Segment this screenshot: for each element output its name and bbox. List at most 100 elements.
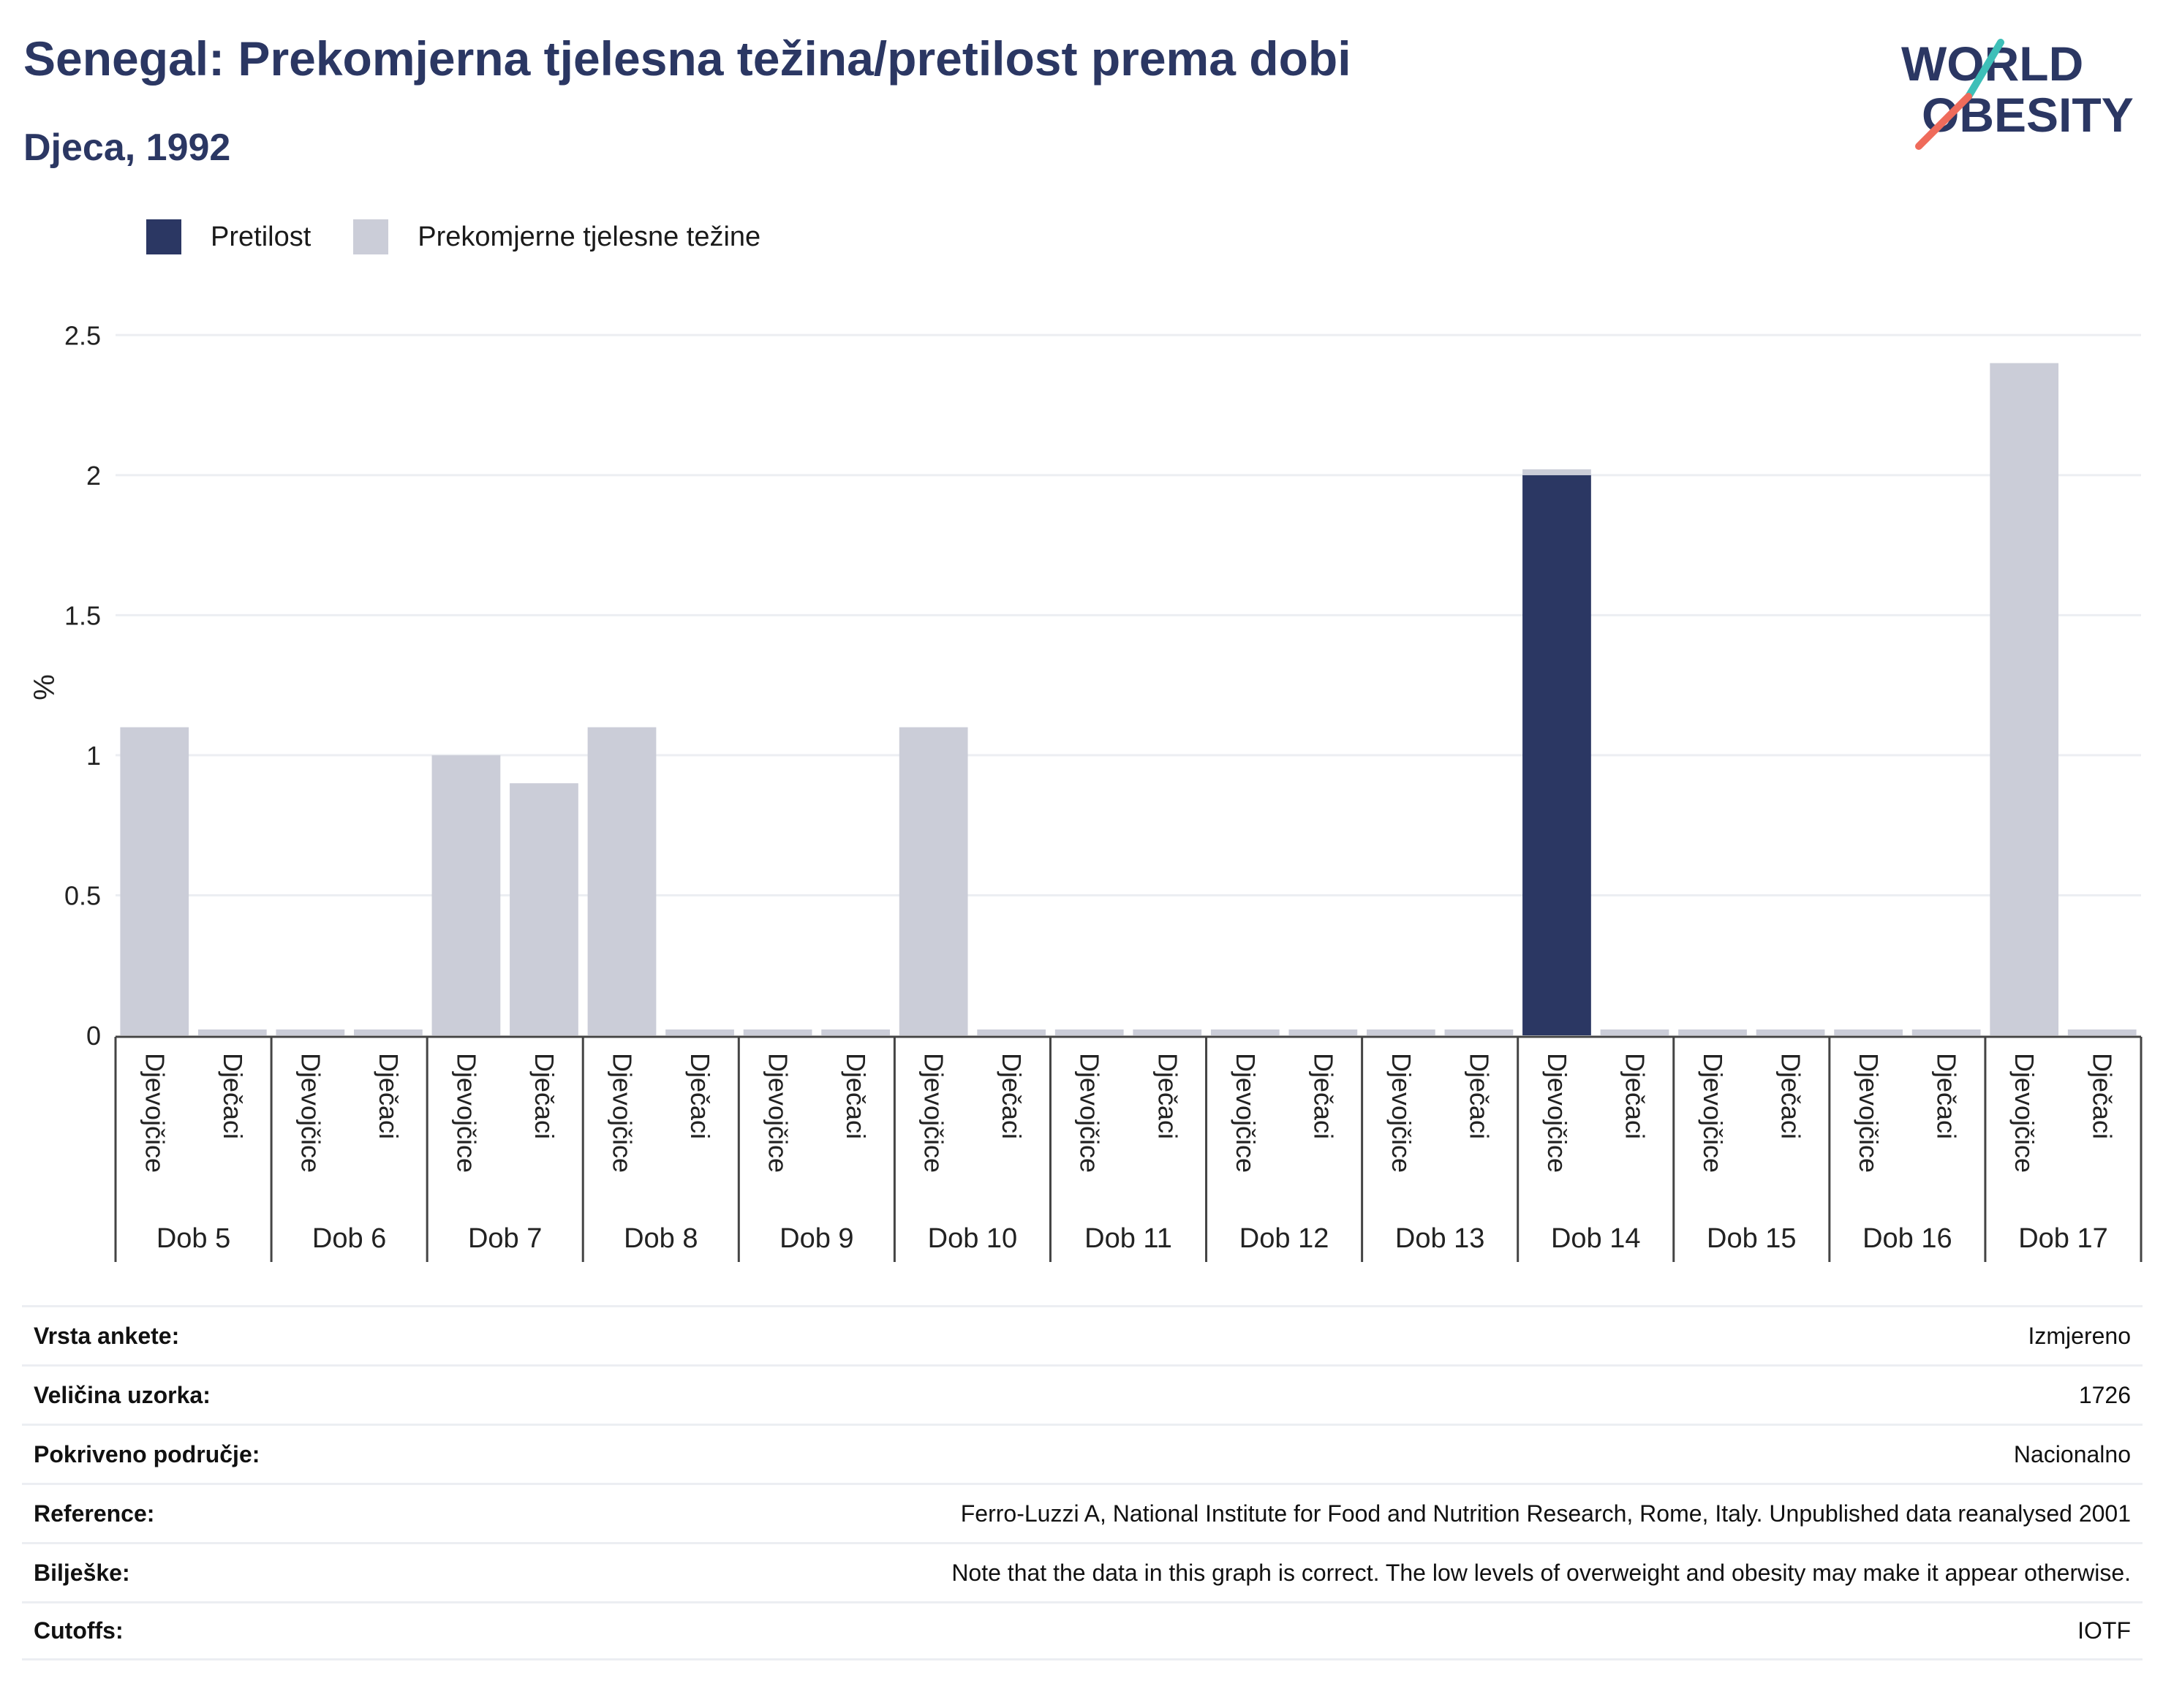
x-group-label: Dob 15 <box>1707 1223 1797 1254</box>
info-value: 1726 <box>2078 1381 2131 1408</box>
chart-title: Senegal: Prekomjerna tjelesna težina/pre… <box>23 31 1351 86</box>
x-group-label: Dob 9 <box>779 1223 853 1254</box>
info-label: Vrsta ankete: <box>34 1322 180 1349</box>
bar-overweight <box>1834 1029 1903 1035</box>
bar-overweight <box>1054 1029 1124 1035</box>
legend-label-obesity: Pretilost <box>211 221 312 252</box>
x-subcategory-label: Dječaci <box>2088 1053 2118 1139</box>
x-subcategory-label: Djevojčice <box>1854 1053 1884 1173</box>
logo-accent-coral <box>1915 93 1972 150</box>
x-group-label: Dob 12 <box>1239 1223 1329 1254</box>
x-group-label: Dob 10 <box>928 1223 1018 1254</box>
x-subcategory-label: Djevojčice <box>451 1053 481 1173</box>
info-label: Bilješke: <box>34 1559 130 1586</box>
bar-overweight <box>1600 1029 1669 1035</box>
legend-item-obesity[interactable]: Pretilost <box>146 219 311 254</box>
x-subcategory-label: Dječaci <box>1776 1053 1806 1139</box>
info-value: Ferro-Luzzi A, National Institute for Fo… <box>960 1500 2131 1527</box>
bar-overweight <box>354 1029 423 1035</box>
bar-chart: 0 0.5 1 1.5 2 2.5% Djevojčice Dječaci Dob 5 Djevo… <box>29 320 2143 1262</box>
info-value: Izmjereno <box>2028 1322 2132 1349</box>
y-axis-label: % <box>29 674 61 700</box>
legend-item-overweight[interactable]: Prekomjerne tjelesne težine <box>353 219 760 254</box>
bar-overweight <box>1133 1029 1202 1035</box>
info-row: Bilješke: Note that the data in this grap… <box>22 1542 2143 1601</box>
x-subcategory-label: Dječaci <box>529 1053 559 1139</box>
legend-swatch-obesity <box>146 219 181 254</box>
bar-overweight <box>2067 1029 2137 1035</box>
legend-swatch-overweight <box>353 219 389 254</box>
x-subcategory-label: Dječaci <box>1308 1053 1338 1139</box>
info-row: Reference: Ferro-Luzzi A, National Instit… <box>22 1483 2143 1542</box>
y-tick-label: 2.5 <box>64 320 101 350</box>
x-subcategory-label: Djevojčice <box>919 1053 949 1173</box>
x-subcategory-label: Djevojčice <box>2009 1053 2039 1173</box>
bar-overweight <box>821 1029 890 1035</box>
x-group-label: Dob 5 <box>156 1223 230 1254</box>
bar-overweight <box>899 727 968 1035</box>
x-subcategory-label: Dječaci <box>1932 1053 1962 1139</box>
bar-overweight <box>1678 1029 1747 1035</box>
world-obesity-logo: WORLD OBESITY <box>1901 37 2134 150</box>
x-subcategory-label: Djevojčice <box>1386 1053 1416 1173</box>
info-value: Note that the data in this graph is corr… <box>951 1559 2131 1586</box>
x-group-label: Dob 11 <box>1084 1223 1172 1254</box>
x-subcategory-label: Djevojčice <box>295 1053 325 1173</box>
y-tick-label: 0 <box>86 1021 101 1051</box>
y-tick-label: 0.5 <box>64 880 101 910</box>
y-tick-label: 2 <box>86 461 101 491</box>
bar-overweight <box>1367 1029 1435 1035</box>
info-row: Cutoffs: IOTF <box>22 1601 2143 1660</box>
info-row: Vrsta ankete: Izmjereno <box>22 1305 2143 1364</box>
logo-text-world: WORLD <box>1901 37 2083 91</box>
x-subcategory-label: Dječaci <box>1464 1053 1494 1139</box>
x-subcategory-label: Dječaci <box>841 1053 871 1139</box>
x-subcategory-label: Dječaci <box>997 1053 1027 1139</box>
x-group-label: Dob 8 <box>624 1223 698 1254</box>
bar-overweight <box>1288 1029 1358 1035</box>
x-subcategory-label: Djevojčice <box>140 1053 170 1173</box>
bar-overweight <box>431 755 501 1035</box>
survey-info-table: Vrsta ankete: Izmjereno Veličina uzorka: 17… <box>22 1305 2143 1660</box>
bar-overweight <box>120 727 189 1035</box>
x-subcategory-label: Dječaci <box>218 1053 248 1139</box>
bar-overweight <box>1756 1029 1825 1035</box>
bar-overweight <box>276 1029 345 1035</box>
x-subcategory-label: Djevojčice <box>763 1053 793 1173</box>
x-subcategory-label: Djevojčice <box>1231 1053 1261 1173</box>
bar-overweight <box>665 1029 734 1035</box>
y-tick-label: 1 <box>86 741 101 771</box>
bar-overweight <box>510 783 578 1035</box>
bar-overweight <box>1990 363 2059 1036</box>
bar-overweight <box>1210 1029 1280 1035</box>
bar-overweight <box>1444 1029 1514 1035</box>
x-subcategory-label: Dječaci <box>685 1053 715 1139</box>
info-value: Nacionalno <box>2013 1440 2131 1467</box>
bar-overweight <box>587 727 657 1035</box>
x-subcategory-label: Djevojčice <box>608 1053 638 1173</box>
bar-overweight <box>1522 469 1591 475</box>
chart-legend: Pretilost Prekomjerne tjelesne težine <box>146 216 803 257</box>
x-group-label: Dob 16 <box>1862 1223 1952 1254</box>
x-subcategory-label: Djevojčice <box>1542 1053 1572 1173</box>
bar-overweight <box>1911 1029 1981 1035</box>
y-tick-label: 1.5 <box>64 600 101 630</box>
x-subcategory-label: Dječaci <box>374 1053 404 1139</box>
bar-overweight <box>743 1029 812 1035</box>
info-label: Pokriveno područje: <box>34 1440 260 1467</box>
info-label: Reference: <box>34 1500 155 1527</box>
x-group-label: Dob 13 <box>1395 1223 1485 1254</box>
legend-label-overweight: Prekomjerne tjelesne težine <box>418 221 761 252</box>
info-row: Veličina uzorka: 1726 <box>22 1364 2143 1424</box>
logo-text-obesity: OBESITY <box>1922 88 2134 142</box>
bar-obesity <box>1522 475 1591 1035</box>
bar-overweight <box>197 1029 267 1035</box>
x-group-label: Dob 17 <box>2018 1223 2108 1254</box>
info-row: Pokriveno područje: Nacionalno <box>22 1424 2143 1483</box>
info-label: Cutoffs: <box>34 1617 124 1644</box>
x-subcategory-label: Djevojčice <box>1075 1053 1105 1173</box>
x-subcategory-label: Dječaci <box>1152 1053 1182 1139</box>
chart-subtitle: Djeca, 1992 <box>23 126 231 169</box>
bar-overweight <box>977 1029 1046 1035</box>
x-subcategory-label: Djevojčice <box>1698 1053 1728 1173</box>
